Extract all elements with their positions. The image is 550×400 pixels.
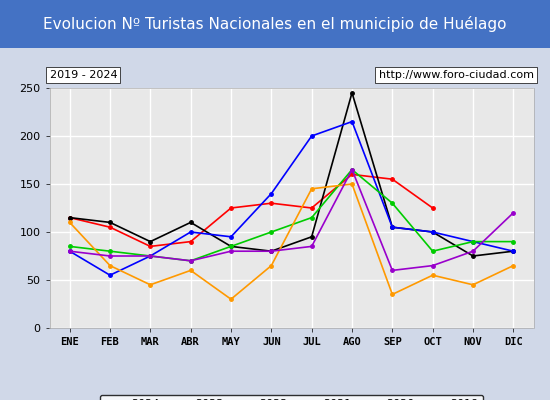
Text: Evolucion Nº Turistas Nacionales en el municipio de Huélago: Evolucion Nº Turistas Nacionales en el m… — [43, 16, 507, 32]
Text: http://www.foro-ciudad.com: http://www.foro-ciudad.com — [378, 70, 534, 80]
Legend: 2024, 2023, 2022, 2021, 2020, 2019: 2024, 2023, 2022, 2021, 2020, 2019 — [100, 395, 483, 400]
Text: 2019 - 2024: 2019 - 2024 — [50, 70, 117, 80]
